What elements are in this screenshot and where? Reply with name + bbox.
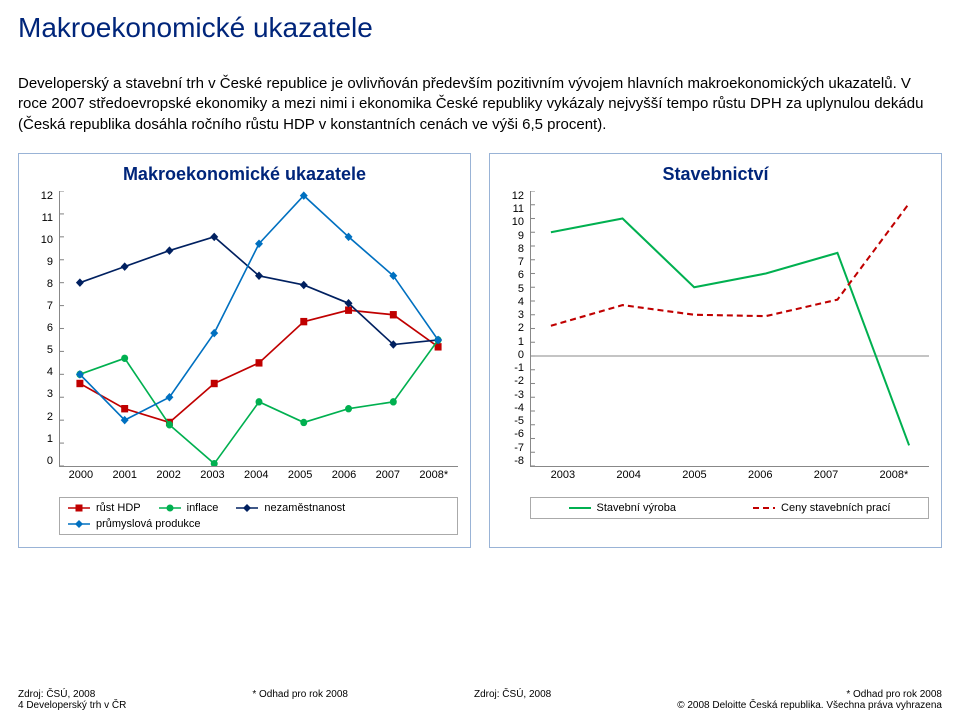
chart-left-legend: růst HDP inflace nezaměstnanost průmyslová … [59, 497, 458, 535]
chart-left-plot [59, 191, 458, 467]
charts-row: Makroekonomické ukazatele 12111098765432… [0, 145, 960, 548]
footer-mid-col: * Odhad pro rok 2008 [252, 689, 348, 711]
footer-right-src: Zdroj: ČSÚ, 2008 [474, 689, 551, 711]
legend-item: inflace [159, 502, 219, 514]
legend-item: Ceny stavebních prací [753, 502, 890, 514]
chart-right-legend: Stavební výroba Ceny stavebních prací [530, 497, 929, 519]
body-paragraph: Developerský a stavební trh v České repu… [0, 44, 960, 145]
page-title: Makroekonomické ukazatele [0, 0, 960, 44]
chart-left-x-axis: 200020012002200320042005200620072008* [59, 469, 458, 491]
chart-left-plot-area: 1211109876543210 20002001200220032004200… [31, 191, 458, 491]
chart-right-svg [531, 191, 929, 466]
chart-right-y-axis: 1211109876543210-1-2-3-4-5-6-7-8 [502, 191, 528, 467]
chart-left-panel: Makroekonomické ukazatele 12111098765432… [18, 153, 471, 548]
footer-right-col: * Odhad pro rok 2008 © 2008 Deloitte Čes… [677, 689, 942, 711]
legend-item: nezaměstnanost [236, 502, 345, 514]
chart-right-plot [530, 191, 929, 467]
chart-left-y-axis: 1211109876543210 [31, 191, 57, 467]
footer: Zdroj: ČSÚ, 2008 4 Developerský trh v ČR… [0, 689, 960, 711]
footer-page-line: 4 Developerský trh v ČR [18, 700, 126, 711]
chart-right-x-axis: 200320042005200620072008* [530, 469, 929, 491]
footer-note-right: * Odhad pro rok 2008 [677, 689, 942, 700]
footer-source-left: Zdroj: ČSÚ, 2008 [18, 689, 126, 700]
footer-note-left: * Odhad pro rok 2008 [252, 689, 348, 700]
legend-item: Stavební výroba [569, 502, 677, 514]
chart-left-svg [60, 191, 458, 466]
chart-right-title: Stavebnictví [490, 154, 941, 191]
chart-right-plot-area: 1211109876543210-1-2-3-4-5-6-7-8 2003200… [502, 191, 929, 491]
footer-left-col: Zdroj: ČSÚ, 2008 4 Developerský trh v ČR [18, 689, 126, 711]
chart-right-panel: Stavebnictví 1211109876543210-1-2-3-4-5-… [489, 153, 942, 548]
legend-item: růst HDP [68, 502, 141, 514]
legend-item: průmyslová produkce [68, 518, 201, 530]
footer-copyright: © 2008 Deloitte Česká republika. Všechna… [677, 700, 942, 711]
chart-left-title: Makroekonomické ukazatele [19, 154, 470, 191]
footer-source-right: Zdroj: ČSÚ, 2008 [474, 689, 551, 700]
